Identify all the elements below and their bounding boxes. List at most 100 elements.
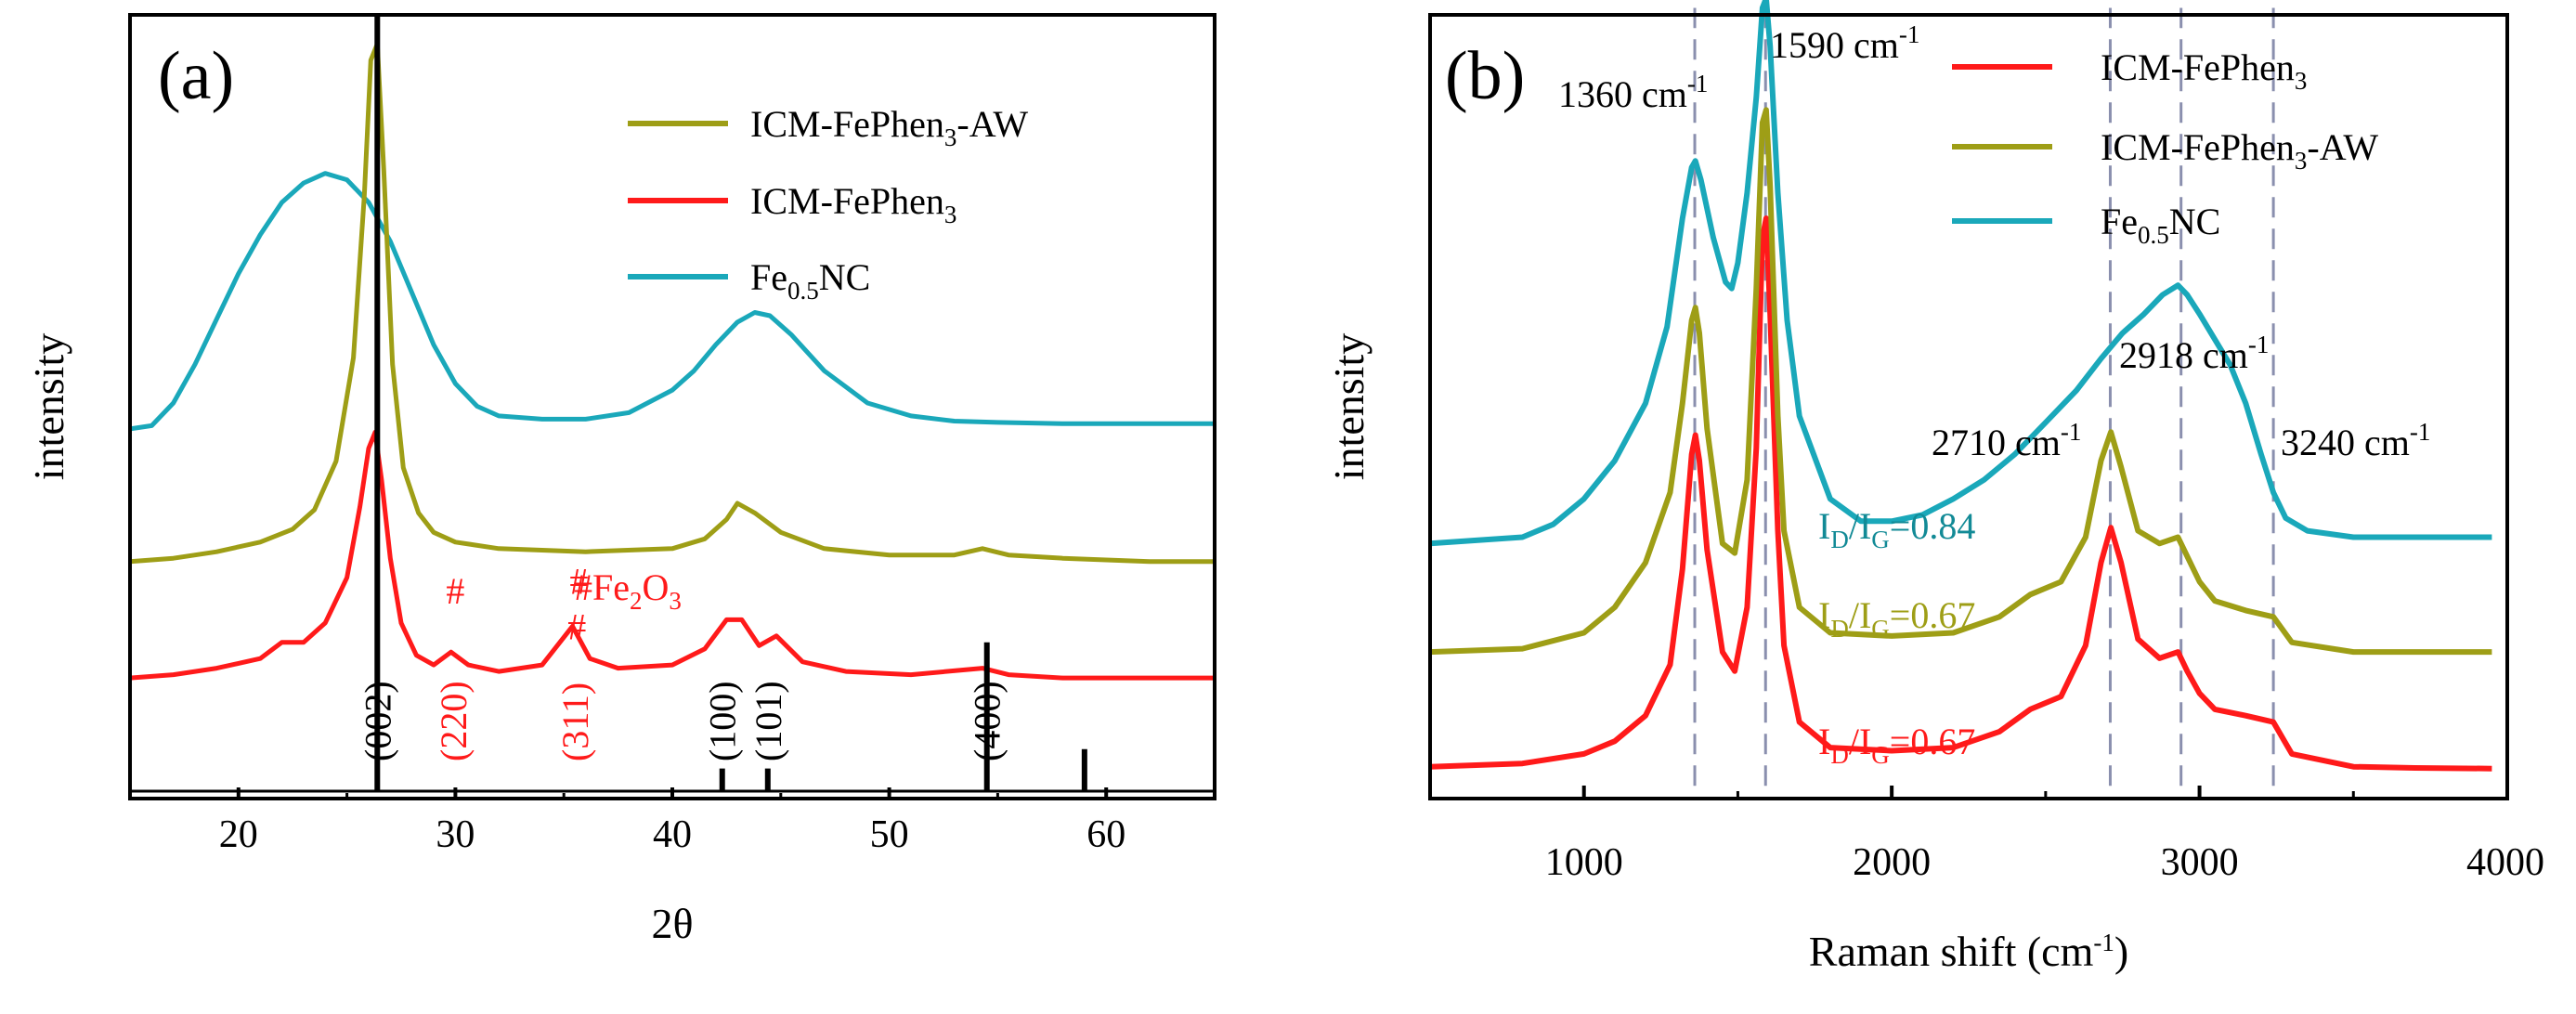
ratio-icm-d: D <box>1830 741 1849 769</box>
legend-label-fe05nc: Fe <box>750 256 787 298</box>
panel-b: 1000 2000 3000 4000 (b) 1360 cm-1 1590 cm-1… <box>1325 0 2544 975</box>
ratio-aw-value: =0.67 <box>1890 594 1976 636</box>
panel-b-x-ticks: 1000 2000 3000 4000 <box>1545 786 2544 884</box>
annotation-2918: 2918 cm <box>2119 334 2248 376</box>
panel-a-reference-lines: (002) (100) (101) (400) (220) (311) <box>357 15 1087 791</box>
series-a-icm-fephen3-aw <box>129 41 1215 565</box>
ratio-fe05nc-d: D <box>1830 526 1849 553</box>
panel-b-tick-label-3000: 3000 <box>2161 841 2239 884</box>
panel-b-label: (b) <box>1445 38 1525 114</box>
miller-index-400: (400) <box>967 681 1008 761</box>
legend-b-label-icm-fephen3-aw: ICM-FePhen <box>2101 126 2295 168</box>
legend-b-label-icm-fephen3-aw-sub: 3 <box>2295 147 2308 175</box>
panel-a-tick-label-40: 40 <box>653 813 692 856</box>
ratio-icm-mid: /I <box>1849 721 1871 762</box>
legend-label-icm-fephen3-aw-sub: 3 <box>944 124 957 151</box>
panel-b-tick-label-2000: 2000 <box>1853 841 1931 884</box>
annotation-2918-sup: -1 <box>2248 331 2270 358</box>
svg-text:2710 cm-1: 2710 cm-1 <box>1932 418 2081 463</box>
ratio-fe05nc-i: I <box>1818 505 1830 547</box>
svg-text:ICM-FePhen3: ICM-FePhen3 <box>2101 46 2307 95</box>
annotation-3240: 3240 cm <box>2281 422 2410 463</box>
miller-index-101: (101) <box>748 681 789 761</box>
annotation-3240-sup: -1 <box>2410 418 2431 446</box>
legend-label-icm-fephen3-sub: 3 <box>944 201 957 228</box>
panel-a-hash-marks: ### <box>446 561 588 648</box>
panel-a-tick-label-30: 30 <box>436 813 475 856</box>
annotation-2710: 2710 cm <box>1932 422 2061 463</box>
annotation-1590: 1590 cm <box>1770 24 1899 66</box>
series-b-fe0-5nc <box>1429 0 2492 547</box>
hash-mark-2: # <box>570 561 589 603</box>
svg-text:#Fe2O3: #Fe2O3 <box>574 566 682 615</box>
annotation-2710-sup: -1 <box>2061 418 2082 446</box>
legend-label-icm-fephen3-aw-tail: -AW <box>956 103 1028 145</box>
legend-b-label-fe05nc: Fe <box>2101 201 2138 242</box>
svg-text:ID/IG=0.67: ID/IG=0.67 <box>1818 594 1975 643</box>
fe2o3-annotation-prefix: #Fe <box>574 566 630 608</box>
hash-mark-1: # <box>567 605 586 647</box>
svg-text:1360 cm-1: 1360 cm-1 <box>1558 70 1708 115</box>
panel-b-tick-label-4000: 4000 <box>2466 841 2544 884</box>
series-a-fe0-5nc <box>129 171 1215 432</box>
svg-text:Fe0.5NC: Fe0.5NC <box>2101 201 2220 249</box>
panel-a-x-axis-label: 2θ <box>651 900 693 947</box>
svg-text:ID/IG=0.67: ID/IG=0.67 <box>1818 721 1975 769</box>
fe2o3-annotation-sub1: 2 <box>630 587 643 615</box>
series-a-icm-fephen3 <box>129 429 1215 681</box>
panel-b-legend: ICM-FePhen3 ICM-FePhen3-AW Fe0.5NC <box>1952 46 2378 249</box>
ratio-icm-g: G <box>1871 741 1890 769</box>
ratio-aw-d: D <box>1830 615 1849 643</box>
panel-a-frame <box>128 13 1216 800</box>
miller-index-100: (100) <box>702 681 744 761</box>
panel-b-x-axis-label: Raman shift (cm <box>1809 928 2094 975</box>
ratio-aw-i: I <box>1818 594 1830 636</box>
annotation-1360: 1360 cm <box>1558 73 1687 115</box>
svg-text:2918 cm-1: 2918 cm-1 <box>2119 331 2269 376</box>
svg-text:ID/IG=0.84: ID/IG=0.84 <box>1818 505 1975 553</box>
ratio-aw-g: G <box>1871 615 1890 643</box>
panel-a-y-axis-label: intensity <box>25 333 72 480</box>
legend-b-label-icm-fephen3-sub: 3 <box>2295 67 2308 95</box>
panel-a-label: (a) <box>158 38 234 114</box>
fe2o3-annotation-mid: O <box>643 566 670 608</box>
svg-text:3240 cm-1: 3240 cm-1 <box>2281 418 2430 463</box>
ratio-fe05nc-value: =0.84 <box>1890 505 1976 547</box>
svg-text:ICM-FePhen3: ICM-FePhen3 <box>750 180 956 228</box>
miller-index-red-220: (220) <box>433 681 475 761</box>
legend-label-fe05nc-tail: NC <box>819 256 871 298</box>
ratio-fe05nc-g: G <box>1871 526 1890 553</box>
panel-b-x-axis-label-sup: -1 <box>2093 929 2114 956</box>
legend-entry-fe05nc: Fe0.5NC <box>628 256 870 305</box>
panel-b-series <box>1429 0 2492 772</box>
legend-b-entry-icm-fephen3: ICM-FePhen3 <box>1952 46 2307 95</box>
series-b-icm-fephen3 <box>1429 215 2492 772</box>
panel-a-legend: ICM-FePhen3-AW ICM-FePhen3 Fe0.5NC <box>628 103 1028 305</box>
panel-a-tick-label-50: 50 <box>870 813 909 856</box>
legend-b-entry-fe05nc: Fe0.5NC <box>1952 201 2220 249</box>
panel-b-x-axis-label-tail: ) <box>2114 928 2128 975</box>
ratio-aw-mid: /I <box>1849 594 1871 636</box>
annotation-1590-sup: -1 <box>1899 20 1920 48</box>
miller-index-002: (002) <box>357 681 398 761</box>
panel-a-tick-label-60: 60 <box>1086 813 1125 856</box>
legend-entry-icm-fephen3: ICM-FePhen3 <box>628 180 956 228</box>
ratio-icm-value: =0.67 <box>1890 721 1976 762</box>
legend-b-label-icm-fephen3: ICM-FePhen <box>2101 46 2295 88</box>
legend-b-label-fe05nc-tail: NC <box>2169 201 2221 242</box>
svg-text:Raman shift (cm-1): Raman shift (cm-1) <box>1809 928 2128 975</box>
legend-label-icm-fephen3: ICM-FePhen <box>750 180 944 222</box>
ratio-icm-i: I <box>1818 721 1830 762</box>
annotation-1360-sup: -1 <box>1687 70 1709 98</box>
miller-index-red-311: (311) <box>554 682 596 761</box>
panel-b-tick-label-1000: 1000 <box>1545 841 1623 884</box>
legend-b-entry-icm-fephen3-aw: ICM-FePhen3-AW <box>1952 126 2378 175</box>
ratio-fe05nc-mid: /I <box>1849 505 1871 547</box>
panel-a: (002) (100) (101) (400)(220) (311) ### 20 30 4… <box>25 13 1216 947</box>
hash-mark-0: # <box>446 570 464 612</box>
svg-text:Fe0.5NC: Fe0.5NC <box>750 256 870 305</box>
legend-label-icm-fephen3-aw: ICM-FePhen <box>750 103 944 145</box>
svg-text:ICM-FePhen3-AW: ICM-FePhen3-AW <box>2101 126 2378 175</box>
svg-text:ICM-FePhen3-AW: ICM-FePhen3-AW <box>750 103 1028 151</box>
